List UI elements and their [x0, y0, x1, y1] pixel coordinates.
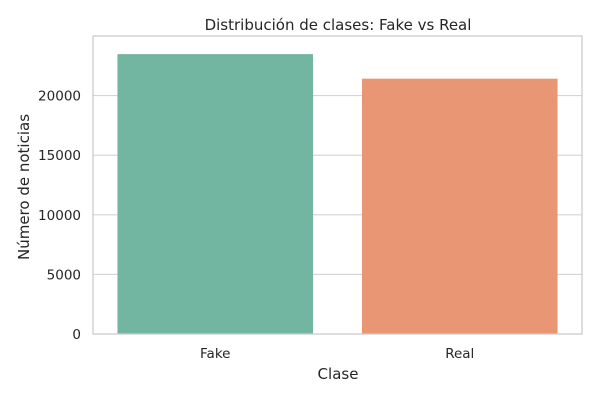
bar-real: [361, 78, 558, 334]
y-tick-labels: 0 5000 10000 15000 20000: [38, 89, 81, 343]
x-tick-label-real: Real: [445, 346, 474, 362]
bar-layer: [117, 54, 558, 334]
plot-frame: [92, 35, 583, 335]
y-tick-label-20000: 20000: [38, 89, 81, 105]
x-axis-label: Clase: [318, 365, 359, 383]
y-tick-label-15000: 15000: [38, 148, 81, 164]
y-tick-label-10000: 10000: [38, 208, 81, 224]
y-tick-label-5000: 5000: [47, 267, 81, 283]
x-tick-labels: Fake Real: [200, 346, 474, 362]
x-tick-label-fake: Fake: [200, 346, 230, 362]
chart-title: Distribución de clases: Fake vs Real: [205, 16, 472, 34]
y-tick-label-0: 0: [72, 327, 81, 343]
y-axis-label: Número de noticias: [15, 114, 33, 260]
bar-fake: [117, 54, 314, 334]
